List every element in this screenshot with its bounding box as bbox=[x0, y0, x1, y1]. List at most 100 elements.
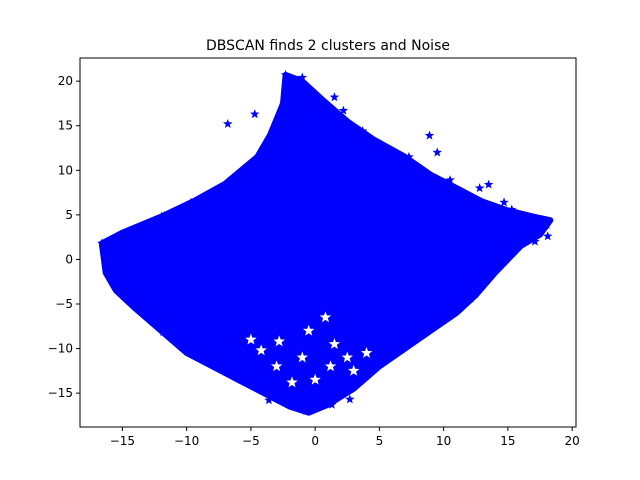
scatter-point bbox=[436, 308, 446, 319]
scatter-point bbox=[424, 263, 434, 273]
y-tick-label: 20 bbox=[58, 74, 73, 88]
x-tick-label: 5 bbox=[376, 434, 384, 448]
scatter-point bbox=[284, 126, 294, 136]
scatter-point bbox=[228, 339, 239, 349]
scatter-point bbox=[458, 194, 469, 204]
scatter-point bbox=[386, 315, 396, 325]
scatter-point bbox=[265, 235, 275, 245]
scatter-point bbox=[304, 233, 315, 243]
scatter-point bbox=[214, 346, 224, 356]
scatter-point bbox=[313, 142, 324, 152]
scatter-point bbox=[317, 313, 328, 323]
scatter-point bbox=[287, 291, 298, 301]
scatter-point bbox=[168, 261, 179, 271]
scatter-point bbox=[226, 197, 236, 207]
scatter-point bbox=[427, 307, 438, 317]
scatter-point bbox=[266, 228, 277, 238]
scatter-point bbox=[310, 226, 320, 236]
scatter-point bbox=[274, 372, 285, 382]
scatter-point bbox=[424, 274, 435, 284]
scatter-point bbox=[466, 218, 476, 228]
scatter-point bbox=[356, 207, 367, 217]
scatter-point bbox=[306, 356, 316, 366]
scatter-point bbox=[180, 315, 190, 325]
empty-pocket bbox=[286, 376, 298, 388]
scatter-point bbox=[323, 388, 334, 398]
scatter-point bbox=[322, 214, 333, 224]
scatter-point bbox=[313, 129, 323, 139]
scatter-point bbox=[200, 325, 210, 335]
scatter-point-outlier bbox=[329, 92, 340, 102]
scatter-point bbox=[385, 274, 395, 284]
x-tick-label: −5 bbox=[242, 434, 260, 448]
scatter-point bbox=[321, 274, 332, 284]
scatter-point bbox=[437, 190, 448, 200]
scatter-point bbox=[393, 276, 404, 286]
scatter-point bbox=[251, 168, 262, 178]
scatter-point bbox=[391, 196, 402, 206]
scatter-point bbox=[449, 269, 459, 279]
scatter-point bbox=[270, 176, 280, 186]
scatter-point bbox=[312, 373, 323, 383]
scatter-point bbox=[149, 243, 160, 253]
scatter-point bbox=[443, 311, 454, 321]
scatter-point bbox=[217, 257, 228, 267]
scatter-point bbox=[294, 75, 304, 85]
empty-pocket bbox=[273, 335, 285, 347]
scatter-point bbox=[496, 244, 506, 254]
scatter-point bbox=[291, 139, 301, 149]
scatter-point bbox=[186, 197, 196, 207]
scatter-point bbox=[423, 192, 433, 202]
scatter-point bbox=[481, 205, 491, 215]
scatter-point bbox=[459, 285, 470, 295]
scatter-point bbox=[195, 218, 205, 228]
scatter-point bbox=[343, 132, 353, 142]
x-tick-label: 15 bbox=[500, 434, 515, 448]
scatter-point bbox=[398, 237, 409, 247]
scatter-point bbox=[191, 275, 201, 285]
scatter-point bbox=[251, 307, 261, 317]
scatter-point bbox=[416, 218, 426, 228]
scatter-point bbox=[321, 227, 332, 237]
empty-pocket bbox=[360, 347, 373, 358]
scatter-point bbox=[322, 329, 333, 339]
scatter-point bbox=[374, 278, 384, 288]
empty-pocket bbox=[347, 364, 360, 376]
scatter-point bbox=[143, 307, 153, 317]
scatter-point bbox=[278, 238, 289, 248]
scatter-point bbox=[290, 94, 301, 104]
scatter-point bbox=[361, 131, 372, 141]
scatter-point bbox=[350, 292, 360, 302]
scatter-point bbox=[472, 265, 483, 275]
scatter-point bbox=[158, 327, 168, 337]
scatter-point bbox=[340, 314, 350, 324]
scatter-point bbox=[516, 229, 526, 239]
scatter-point bbox=[149, 276, 159, 286]
scatter-point bbox=[282, 333, 292, 343]
scatter-point bbox=[326, 148, 336, 158]
scatter-point bbox=[295, 384, 306, 394]
scatter-point bbox=[312, 161, 322, 171]
scatter-point bbox=[225, 361, 235, 371]
scatter-point bbox=[211, 213, 222, 223]
scatter-point bbox=[238, 302, 248, 312]
scatter-point bbox=[364, 269, 375, 279]
scatter-point bbox=[264, 211, 275, 221]
scatter-point bbox=[225, 276, 235, 287]
scatter-point bbox=[520, 223, 530, 233]
scatter-point bbox=[206, 244, 217, 254]
scatter-point bbox=[313, 226, 324, 236]
y-tick-label: −5 bbox=[55, 297, 73, 311]
scatter-point bbox=[241, 287, 252, 297]
scatter-point bbox=[415, 213, 425, 223]
scatter-point bbox=[240, 355, 250, 365]
scatter-point bbox=[270, 312, 280, 322]
scatter-point-outlier bbox=[338, 105, 349, 115]
scatter-point bbox=[155, 321, 166, 331]
scatter-point bbox=[261, 338, 272, 348]
scatter-point bbox=[322, 334, 333, 344]
scatter-point-outlier bbox=[483, 179, 494, 189]
scatter-point bbox=[205, 264, 216, 274]
scatter-point bbox=[309, 285, 320, 295]
scatter-point bbox=[218, 348, 228, 358]
